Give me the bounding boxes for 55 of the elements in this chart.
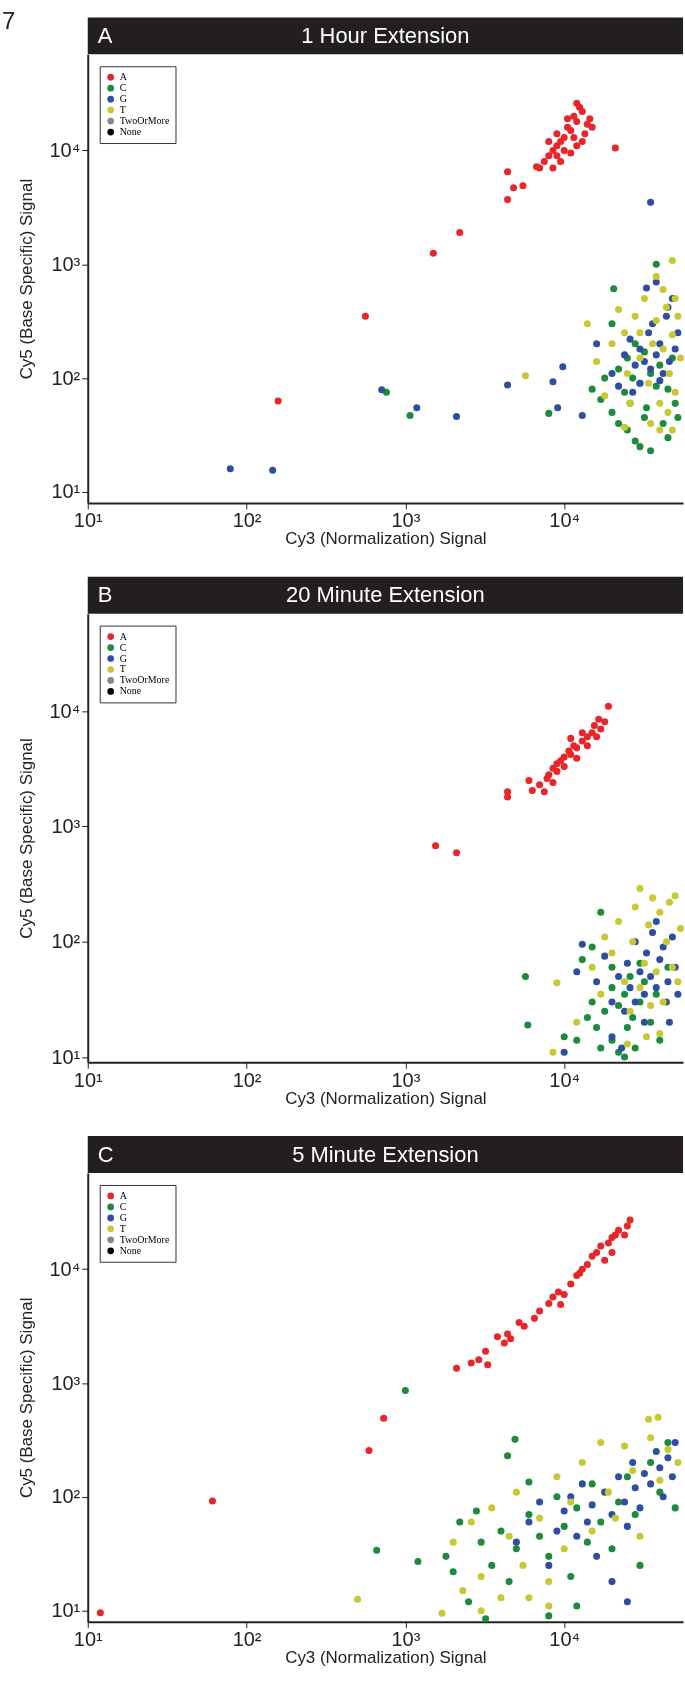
legend-label: C	[119, 82, 127, 94]
chart-title: 1 Hour Extension	[301, 22, 470, 48]
x-tick-label: 10³	[391, 509, 421, 532]
legend-label: A	[119, 1189, 128, 1201]
y-tick-label: 10⁴	[49, 138, 81, 161]
x-axis-title: Cy3 (Normalization) Signal	[285, 1088, 487, 1108]
text: 7	[1, 7, 16, 35]
x-tick-label: 10²	[232, 1068, 262, 1091]
legend-label: G	[119, 1211, 127, 1223]
legend-label: None	[119, 126, 142, 138]
legend-label: A	[119, 71, 128, 83]
y-axis-title: Cy5 (Base Specific) Signal	[16, 738, 36, 939]
chart-title: 20 Minute Extension	[286, 582, 485, 608]
x-tick-label: 10¹	[73, 1628, 103, 1651]
x-axis-title: Cy3 (Normalization) Signal	[285, 1648, 487, 1668]
legend-label: A	[119, 630, 128, 642]
legend-label: C	[119, 1200, 127, 1212]
text: C	[97, 1141, 114, 1167]
legend-label: None	[119, 1244, 142, 1256]
y-tick-label: 10³	[51, 814, 81, 837]
text: B	[97, 582, 113, 608]
legend-label: T	[119, 1222, 126, 1234]
legend-label: TwoOrMore	[119, 115, 170, 127]
y-tick-label: 10²	[51, 366, 81, 389]
y-tick-label: 10¹	[51, 1599, 81, 1622]
y-tick-label: 10³	[51, 252, 81, 275]
legend-label: C	[119, 641, 127, 653]
y-tick-label: 10³	[51, 1371, 81, 1394]
legend-label: T	[119, 104, 126, 116]
y-axis-title: Cy5 (Base Specific) Signal	[16, 1297, 36, 1499]
y-tick-label: 10¹	[51, 480, 81, 503]
legend-label: TwoOrMore	[119, 1233, 170, 1245]
x-tick-label: 10¹	[73, 509, 103, 532]
chart-title: 5 Minute Extension	[292, 1141, 479, 1167]
x-tick-label: 10²	[232, 509, 262, 532]
y-axis-title: Cy5 (Base Specific) Signal	[16, 178, 36, 380]
y-tick-label: 10¹	[51, 1045, 81, 1068]
x-tick-label: 10³	[391, 1068, 421, 1091]
x-tick-label: 10⁴	[549, 1628, 581, 1651]
y-tick-label: 10⁴	[49, 699, 81, 722]
text: A	[97, 22, 113, 48]
legend-label: T	[119, 663, 126, 675]
x-tick-label: 10⁴	[549, 509, 581, 532]
legend-label: None	[119, 685, 142, 697]
x-tick-label: 10²	[232, 1628, 262, 1651]
x-tick-label: 10⁴	[549, 1068, 581, 1091]
legend-label: TwoOrMore	[119, 674, 170, 686]
legend-label: G	[119, 652, 127, 664]
y-tick-label: 10²	[51, 930, 81, 953]
x-tick-label: 10³	[391, 1628, 421, 1651]
y-tick-label: 10²	[51, 1485, 81, 1508]
x-tick-label: 10¹	[73, 1068, 103, 1091]
legend-label: G	[119, 93, 127, 105]
x-axis-title: Cy3 (Normalization) Signal	[285, 529, 487, 549]
y-tick-label: 10⁴	[49, 1257, 81, 1280]
